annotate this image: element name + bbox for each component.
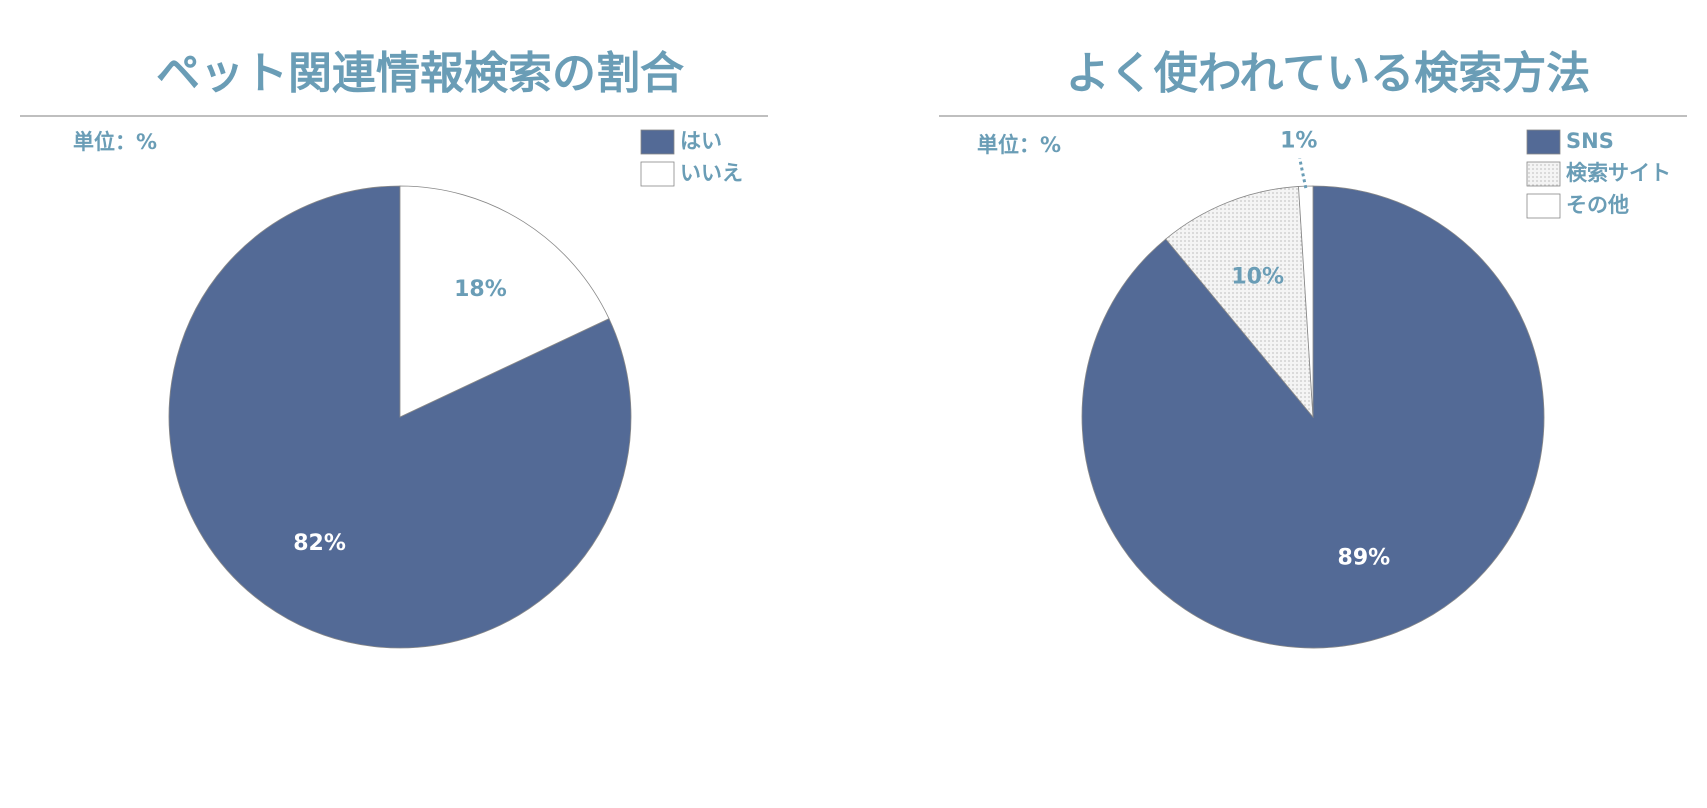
legend-label: その他: [1566, 193, 1629, 217]
legend-swatch: [1526, 193, 1561, 219]
unit-label: 単位：%: [73, 130, 157, 154]
leader-line: [1298, 158, 1308, 189]
unit-label: 単位：%: [977, 133, 1061, 157]
value-label: 1%: [1280, 128, 1317, 153]
legend-label: 検索サイト: [1566, 161, 1671, 185]
legend-swatch: [1526, 129, 1561, 155]
value-label: 82%: [293, 531, 346, 556]
value-label: 10%: [1231, 264, 1284, 289]
pie-slice: [1165, 186, 1314, 419]
legend-swatch: [640, 129, 675, 155]
value-label: 89%: [1338, 545, 1391, 570]
pie-slice: [399, 185, 610, 418]
legend-label: SNS: [1566, 129, 1614, 153]
legend-label: はい: [680, 129, 722, 153]
legend-swatch: [1526, 161, 1561, 187]
legend-swatch: [640, 161, 675, 187]
chart-title: ペット関連情報検索の割合: [156, 48, 684, 99]
legend-label: いいえ: [680, 161, 743, 185]
pie-slice: [168, 185, 632, 649]
value-label: 18%: [454, 277, 507, 302]
chart-title: よく使われている検索方法: [1066, 48, 1590, 99]
